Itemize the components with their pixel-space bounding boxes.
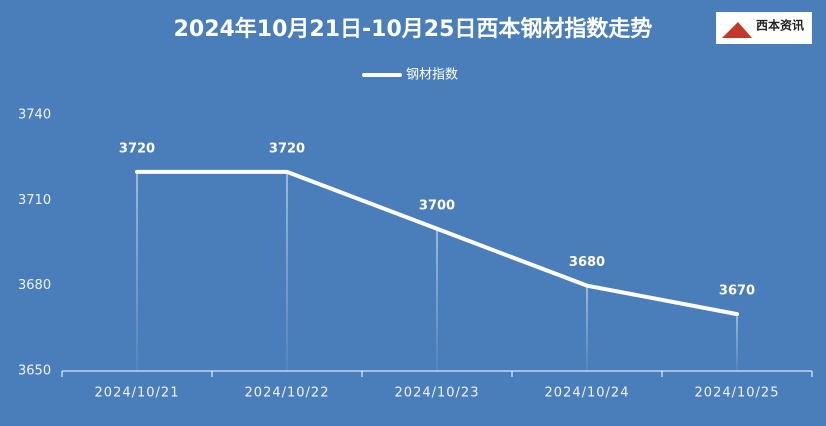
logo-text: 西本资讯 [756, 18, 804, 33]
drop-line [586, 285, 588, 371]
data-label: 3720 [119, 141, 155, 156]
x-tick-label: 2024/10/23 [395, 386, 480, 401]
logo-mark [722, 22, 752, 38]
x-tick-label: 2024/10/25 [695, 386, 780, 401]
drop-line [736, 314, 738, 371]
chart-title: 2024年10月21日-10月25日西本钢材指数走势 [174, 16, 653, 42]
x-tick-label: 2024/10/22 [245, 386, 330, 401]
data-label: 3680 [569, 255, 605, 270]
y-tick-label: 3680 [18, 278, 51, 293]
drop-line [136, 171, 138, 371]
data-label: 3700 [419, 198, 455, 213]
series-line [135, 169, 739, 317]
x-tick-label: 2024/10/24 [545, 386, 630, 401]
drop-line [436, 228, 438, 371]
data-label: 3670 [719, 284, 755, 299]
y-tick-label: 3740 [18, 108, 51, 123]
logo: 西本资讯 [716, 12, 812, 44]
y-tick-label: 3650 [18, 364, 51, 379]
legend-label: 钢材指数 [406, 68, 458, 83]
data-label: 3720 [269, 141, 305, 156]
y-tick-label: 3710 [18, 193, 51, 208]
drop-line [286, 171, 288, 371]
x-tick-label: 2024/10/21 [95, 386, 180, 401]
